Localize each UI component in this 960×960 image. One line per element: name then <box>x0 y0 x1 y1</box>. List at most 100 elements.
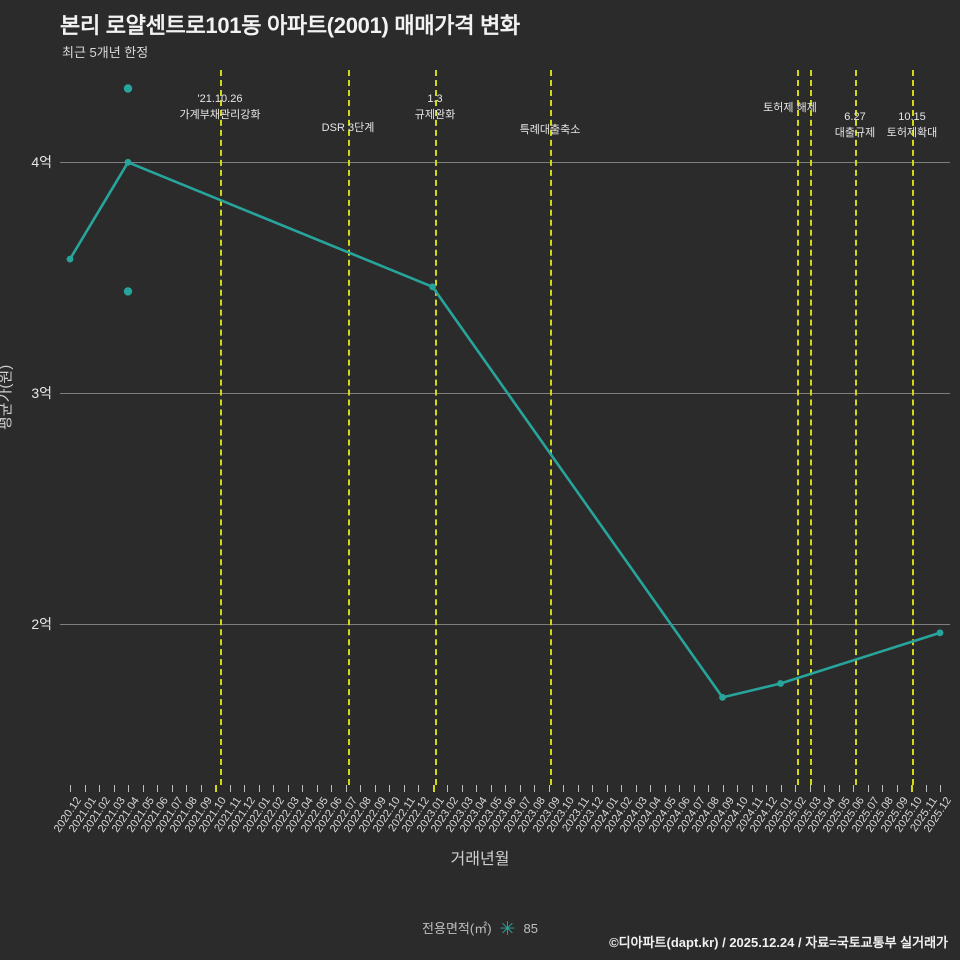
x-axis-tick <box>403 785 405 792</box>
annotation-date-label: 6.27 <box>844 111 866 123</box>
annotation-text-label: 토허제 해제 <box>763 102 817 114</box>
x-axis-tick <box>664 785 666 792</box>
x-axis-tick <box>287 785 289 792</box>
x-axis-tick <box>896 785 898 792</box>
x-axis-tick <box>534 785 535 792</box>
x-axis-tick <box>708 785 709 792</box>
series-polyline <box>68 161 942 699</box>
annotation-date-label: '21.10.26 <box>197 93 243 105</box>
x-axis-tick <box>505 785 506 792</box>
annotation-text-label: 가계부채관리강화 <box>179 109 261 121</box>
x-axis-tick <box>795 785 796 792</box>
data-point[interactable] <box>124 158 132 166</box>
x-axis-tick <box>577 785 579 792</box>
annotation-text-label: 토허제확대 <box>886 127 938 139</box>
x-axis-tick <box>809 785 811 792</box>
annotation-line <box>855 70 857 785</box>
gridline <box>60 392 950 394</box>
y-axis-tick-label: 3억 <box>31 384 52 401</box>
x-axis-tick <box>432 785 435 792</box>
x-axis-tick <box>389 785 390 792</box>
x-axis-tick <box>476 785 477 792</box>
annotation-line <box>435 70 437 785</box>
x-axis-tick <box>200 785 202 792</box>
data-point[interactable] <box>66 255 74 263</box>
x-axis-tick <box>316 785 318 792</box>
x-axis-tick <box>258 785 260 792</box>
x-axis-tick <box>70 785 71 792</box>
gridline <box>60 623 950 625</box>
x-axis-tick <box>331 785 332 792</box>
x-axis-tick <box>737 785 738 792</box>
x-axis-tick <box>621 785 622 792</box>
x-axis-tick <box>142 785 144 792</box>
x-axis-tick <box>548 785 550 792</box>
x-axis-tick <box>650 785 651 792</box>
y-axis: 4억 3억 2억 <box>0 70 52 785</box>
x-axis-tick <box>679 785 680 792</box>
scatter-point[interactable] <box>123 287 133 296</box>
legend-value-label: 85 <box>523 921 538 936</box>
x-axis-tick <box>853 785 854 792</box>
x-axis-tick <box>882 785 883 792</box>
data-point[interactable] <box>777 680 784 687</box>
annotation-line <box>797 70 799 785</box>
gridline <box>60 162 950 164</box>
x-axis-tick <box>461 785 463 792</box>
x-axis-tick <box>940 785 941 792</box>
footer-credit: ©디아파트(dapt.kr) / 2025.12.24 / 자료=국토교통부 실… <box>609 935 948 950</box>
x-axis-tick <box>244 785 245 792</box>
scatter-point[interactable] <box>123 84 133 93</box>
x-axis-tick <box>824 785 825 792</box>
x-axis-tick <box>751 785 753 792</box>
x-axis-tick <box>302 785 303 792</box>
x-axis-tick <box>360 785 361 792</box>
legend-key-label: 전용면적(㎡) <box>422 921 492 936</box>
x-axis-tick <box>186 785 187 792</box>
x-axis-tick <box>215 785 217 792</box>
data-point[interactable] <box>936 629 944 637</box>
y-axis-title: 평균가(원) <box>0 364 14 430</box>
data-point[interactable] <box>429 283 436 291</box>
x-axis-tick <box>766 785 767 792</box>
x-axis-tick <box>911 785 913 792</box>
annotation-line <box>220 70 222 785</box>
data-point[interactable] <box>719 694 726 701</box>
x-axis-tick <box>635 785 637 792</box>
x-axis-tick <box>374 785 376 792</box>
legend: 전용면적(㎡) ✳ 85 <box>0 918 960 941</box>
x-axis-tick <box>780 785 782 792</box>
x-axis-tick <box>519 785 521 792</box>
y-axis-tick-label: 2억 <box>31 615 52 632</box>
annotation-line <box>550 70 552 785</box>
x-axis-tick <box>84 785 86 792</box>
annotation-date-label: 1.3 <box>427 93 443 105</box>
x-axis-title: 거래년월 <box>450 851 510 868</box>
x-axis-tick <box>418 785 419 792</box>
chart-subtitle: 최근 5개년 한정 <box>62 45 149 60</box>
x-axis-tick <box>606 785 608 792</box>
x-axis-tick <box>447 785 448 792</box>
annotation-line <box>348 70 350 785</box>
x-axis-tick <box>229 785 231 792</box>
plot-area <box>60 70 950 785</box>
x-axis-tick <box>490 785 492 792</box>
series-line-85 <box>66 84 944 701</box>
x-axis-tick <box>128 785 129 792</box>
annotation-text-label: 규제완화 <box>414 109 456 121</box>
annotation-text-label: 대출규제 <box>834 127 876 139</box>
x-axis-tick <box>722 785 724 792</box>
legend-marker-icon: ✳ <box>499 919 516 940</box>
x-axis-tick <box>592 785 593 792</box>
x-axis-tick <box>273 785 274 792</box>
x-axis-tick <box>171 785 173 792</box>
x-axis-tick <box>99 785 100 792</box>
annotation-text-label: DSR 3단계 <box>321 122 375 134</box>
x-axis-tick <box>345 785 347 792</box>
annotation-text-label: 특례대출축소 <box>519 124 581 136</box>
x-axis-tick <box>693 785 695 792</box>
x-axis-tick <box>563 785 564 792</box>
annotation-line <box>912 70 914 785</box>
x-axis-tick <box>867 785 869 792</box>
